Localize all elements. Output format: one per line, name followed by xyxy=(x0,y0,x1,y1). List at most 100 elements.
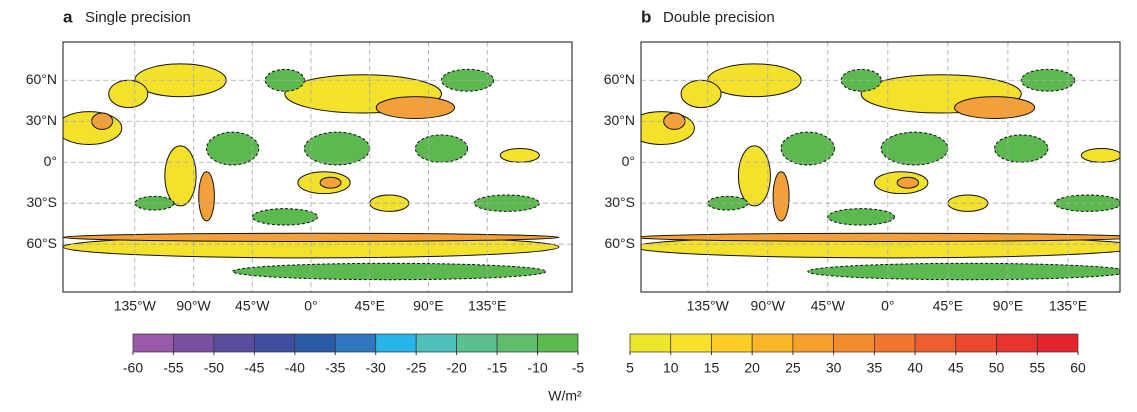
colorbar-tick-label: 35 xyxy=(867,360,883,376)
colorbar-tick-label: 30 xyxy=(826,360,842,376)
contour-region xyxy=(737,145,771,207)
contour-region xyxy=(303,131,371,166)
contour-region xyxy=(232,262,547,281)
colorbar-segment xyxy=(670,333,712,353)
colorbar-segment xyxy=(955,333,997,353)
contour-region xyxy=(641,232,1120,242)
colorbar-tick-label: -10 xyxy=(527,360,547,376)
x-tick-label: 45°W xyxy=(235,298,270,314)
colorbar-segment xyxy=(173,333,215,353)
map-frame xyxy=(62,41,573,293)
x-tick-label: 45°E xyxy=(354,298,385,314)
colorbar-segment xyxy=(833,333,875,353)
map-area xyxy=(641,42,1120,292)
y-tick-label: 30°N xyxy=(26,112,57,128)
colorbar-tick-label: -35 xyxy=(325,360,345,376)
panel-label: b xyxy=(641,7,651,26)
contour-region xyxy=(1054,194,1120,212)
colorbar-segment xyxy=(996,333,1038,353)
y-tick-label: 60°N xyxy=(604,71,635,87)
colorbar-tick-label: -55 xyxy=(163,360,183,376)
colorbar-segment xyxy=(1036,333,1079,353)
x-tick-label: 90°W xyxy=(751,298,786,314)
panel-title: Single precision xyxy=(85,9,191,26)
colorbar-segment xyxy=(914,333,957,353)
y-tick-label: 0° xyxy=(622,153,635,169)
panel-label: a xyxy=(63,7,73,26)
colorbar-segment xyxy=(792,333,834,353)
x-tick-label: 0° xyxy=(304,298,317,314)
contour-region xyxy=(375,96,456,120)
y-tick-label: 0° xyxy=(44,153,57,169)
y-tick-label: 60°S xyxy=(604,235,635,251)
contour-region xyxy=(198,171,215,222)
x-tick-label: 45°E xyxy=(933,298,964,314)
colorbar-segment xyxy=(334,333,377,353)
contour-region xyxy=(134,63,227,98)
colorbar-tick-label: -45 xyxy=(244,360,264,376)
colorbar-segment xyxy=(213,333,255,353)
contour-region xyxy=(880,131,949,166)
y-tick-label: 30°S xyxy=(26,194,57,210)
colorbar-tick-label: 20 xyxy=(744,360,760,376)
colorbar-tick-label: 15 xyxy=(704,360,720,376)
contour-region xyxy=(896,176,920,189)
contour-region xyxy=(827,208,896,226)
contour-region xyxy=(780,131,835,166)
contour-region xyxy=(108,79,149,109)
contour-region xyxy=(499,148,540,163)
colorbar-tick-label: 55 xyxy=(1029,360,1045,376)
contour-region xyxy=(954,96,1036,120)
contour-region xyxy=(319,176,342,189)
colorbar-tick-label: 10 xyxy=(663,360,679,376)
colorbar-tick-label: -25 xyxy=(406,360,426,376)
colorbar-segment xyxy=(375,333,417,353)
x-tick-label: 90°E xyxy=(413,298,444,314)
contour-region xyxy=(206,131,260,166)
x-tick-label: 0° xyxy=(881,298,894,314)
contour-region xyxy=(251,208,318,226)
contour-region xyxy=(63,111,123,145)
colorbar-segment xyxy=(537,333,579,353)
colorbar-tick-label: 60 xyxy=(1070,360,1086,376)
contour-region xyxy=(680,79,722,109)
x-tick-label: 135°W xyxy=(687,298,730,314)
colorbar-tick-label: 40 xyxy=(907,360,923,376)
colorbar-segment xyxy=(294,333,336,353)
contour-region xyxy=(772,171,790,222)
colorbar-segment xyxy=(874,333,916,353)
colorbar-segment xyxy=(132,333,174,353)
contour-region xyxy=(807,262,1120,281)
colorbar-tick-label: 50 xyxy=(989,360,1005,376)
colorbar-segment xyxy=(496,333,538,353)
x-tick-label: 135°E xyxy=(1049,298,1087,314)
panel-title: Double precision xyxy=(663,9,775,26)
colorbar-tick-label: -30 xyxy=(366,360,386,376)
y-tick-label: 60°S xyxy=(26,235,57,251)
colorbar-tick-label: 5 xyxy=(626,360,634,376)
units-label: W/m² xyxy=(548,388,582,404)
colorbar-tick-label: -15 xyxy=(487,360,507,376)
colorbar-tick-label: -20 xyxy=(447,360,467,376)
colorbar-tick-label: -60 xyxy=(123,360,143,376)
y-tick-label: 60°N xyxy=(26,71,57,87)
x-tick-label: 135°E xyxy=(468,298,506,314)
y-tick-label: 30°S xyxy=(604,194,635,210)
contour-region xyxy=(91,112,114,130)
colorbar-segment xyxy=(751,333,794,353)
y-tick-label: 30°N xyxy=(604,112,635,128)
contour-region xyxy=(994,134,1049,163)
colorbar-segment xyxy=(456,333,498,353)
colorbar-segment xyxy=(711,333,753,353)
colorbar-segment xyxy=(254,333,296,353)
x-tick-label: 45°W xyxy=(811,298,846,314)
contour-region xyxy=(164,145,197,207)
contour-region xyxy=(1080,148,1120,163)
contour-region xyxy=(414,134,469,163)
x-tick-label: 90°E xyxy=(993,298,1024,314)
contour-region xyxy=(641,111,695,145)
colorbar-tick-label: -40 xyxy=(285,360,305,376)
colorbar-tick-label: 45 xyxy=(948,360,964,376)
colorbar-tick-label: 25 xyxy=(785,360,801,376)
